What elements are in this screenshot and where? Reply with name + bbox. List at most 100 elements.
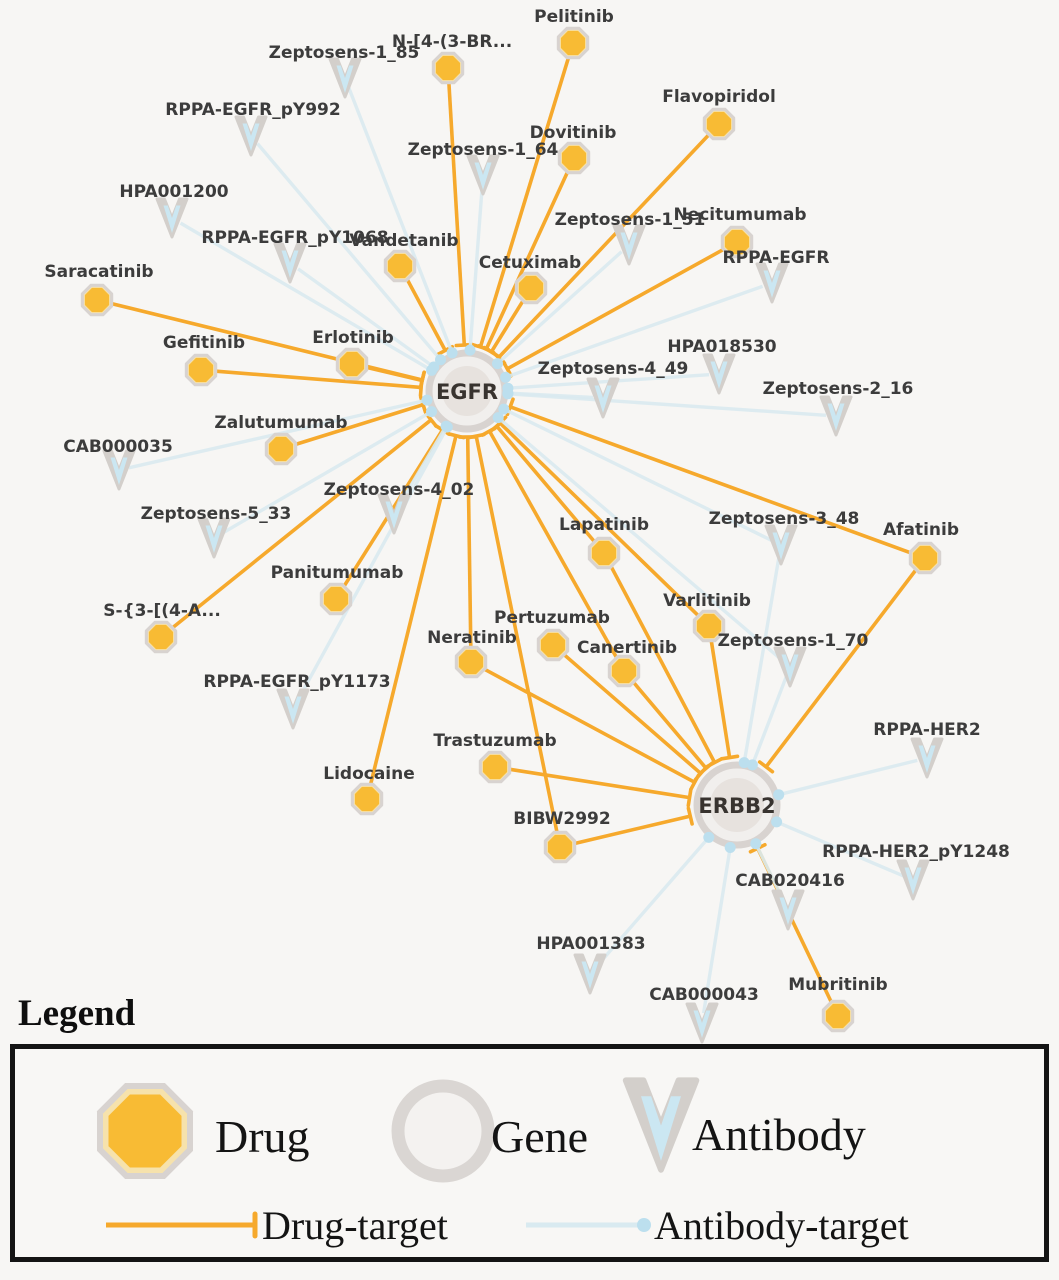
antibody-node-icon (622, 1077, 700, 1173)
node-label: Zeptosens-1_85 (269, 43, 420, 63)
drug-node (454, 645, 488, 679)
antibody-node (197, 517, 231, 559)
drug-node (543, 830, 577, 864)
antibody-edge-dot (703, 831, 715, 843)
node-label: Pertuzumab (494, 608, 610, 628)
node-label: Vandetanib (349, 231, 458, 251)
antibody-target-edge (775, 820, 905, 878)
drug-target-edge-cap (501, 359, 513, 378)
node-label: Trastuzumab (433, 731, 556, 751)
drug-target-edge (483, 667, 696, 784)
antibody-node (702, 353, 736, 395)
gene-label: EGFR (436, 380, 498, 404)
antibody-edge-dot (441, 421, 453, 433)
node-label: HPA001200 (119, 182, 228, 202)
drug-node (908, 541, 942, 575)
antibody-edge-dot (446, 347, 458, 359)
node-labels: Pelitinib N-[4-(3-BR... Flavopiridol Doviti… (44, 7, 1009, 1005)
antibody-edge-dot (498, 403, 510, 415)
legend-antibody-label: Antibody (692, 1109, 866, 1160)
drug-node (587, 536, 621, 570)
antibody-node (612, 224, 646, 266)
antibody-edge-dot (435, 354, 446, 366)
node-label: Zeptosens-5_33 (141, 504, 292, 524)
drug-target-edge (509, 405, 912, 555)
drug-node (80, 283, 114, 317)
antibody-target-edge (397, 425, 448, 507)
drug-node (556, 26, 590, 60)
antibody-node (771, 889, 805, 931)
antibody-target-edge (179, 221, 433, 372)
antibody-edge-dot (492, 358, 503, 370)
drug-target-edge (487, 430, 619, 659)
legend-drug-label: Drug (215, 1111, 310, 1162)
antibody-target-edge (221, 410, 433, 535)
drug-target-edge (215, 369, 422, 390)
drug-target-edge (574, 814, 691, 846)
drug-target-edges (111, 56, 918, 1004)
antibody-node (773, 646, 807, 688)
drug-target-edge (465, 436, 473, 648)
antibody-edge-dot (428, 361, 440, 373)
node-label: CAB020416 (735, 871, 845, 891)
antibody-edge-dot (464, 344, 476, 356)
node-label: Lapatinib (559, 515, 649, 535)
antibody-target-edge (505, 284, 764, 379)
antibody-target-edge (296, 426, 449, 702)
drug-node (702, 107, 736, 141)
antibody-target-edge (778, 758, 918, 797)
drug-target-edge (405, 278, 447, 352)
drug-target-edge (609, 565, 717, 764)
antibody-node (466, 154, 500, 196)
drug-node (536, 628, 570, 662)
drug-node (720, 225, 754, 259)
antibody-node (155, 197, 189, 239)
antibody-target-edge (742, 554, 781, 763)
antibody-nodes (102, 57, 944, 1044)
drug-target-edge-cap (686, 806, 694, 826)
node-label: Zeptosens-3_48 (709, 509, 860, 529)
node-label: RPPA-HER2 (873, 720, 980, 740)
antibody-node (234, 115, 268, 157)
node-label: RPPA-EGFR (723, 248, 830, 268)
gene-label: ERBB2 (698, 794, 775, 818)
node-label: Zeptosens-2_16 (763, 379, 914, 399)
drug-target-edge (506, 247, 725, 371)
drug-nodes (80, 26, 942, 1033)
node-label: HPA018530 (667, 337, 776, 357)
node-label: Erlotinib (312, 328, 394, 348)
node-label: Dovitinib (530, 123, 617, 143)
antibody-edge-dot (746, 759, 758, 771)
antibody-target-dot (637, 1218, 651, 1232)
antibody-target-edge (507, 392, 827, 417)
node-label: HPA001383 (536, 934, 645, 954)
drug-target-edge (294, 402, 424, 447)
drug-target-edge (495, 424, 596, 543)
antibody-node (819, 395, 853, 437)
antibody-node (896, 859, 930, 901)
antibody-target-edge-icon (526, 1218, 651, 1232)
antibody-edge-dot (750, 838, 762, 850)
node-label: Lidocaine (323, 764, 415, 784)
antibody-edge-dots (421, 344, 785, 853)
antibody-target-edge (750, 675, 788, 766)
node-label: Mubritinib (788, 975, 887, 995)
drug-target-edge (498, 421, 700, 617)
antibody-node (377, 493, 411, 535)
drug-target-edge (478, 56, 571, 348)
node-label: Gefitinib (163, 333, 245, 353)
legend-gene-label: Gene (491, 1111, 589, 1162)
node-label: Zeptosens-4_02 (324, 480, 475, 500)
node-label: RPPA-EGFR_pY1173 (203, 672, 390, 692)
legend-drug-target-label: Drug-target (262, 1203, 448, 1248)
drug-target-edge (632, 681, 708, 770)
node-label: Flavopiridol (662, 87, 776, 107)
drug-target-edge-cap (466, 432, 486, 440)
antibody-edge-dot (773, 789, 785, 801)
drug-node-icon (97, 1083, 193, 1179)
node-label: Saracatinib (44, 262, 153, 282)
drug-target-edge-cap (446, 431, 466, 440)
drug-target-edge (368, 435, 458, 785)
